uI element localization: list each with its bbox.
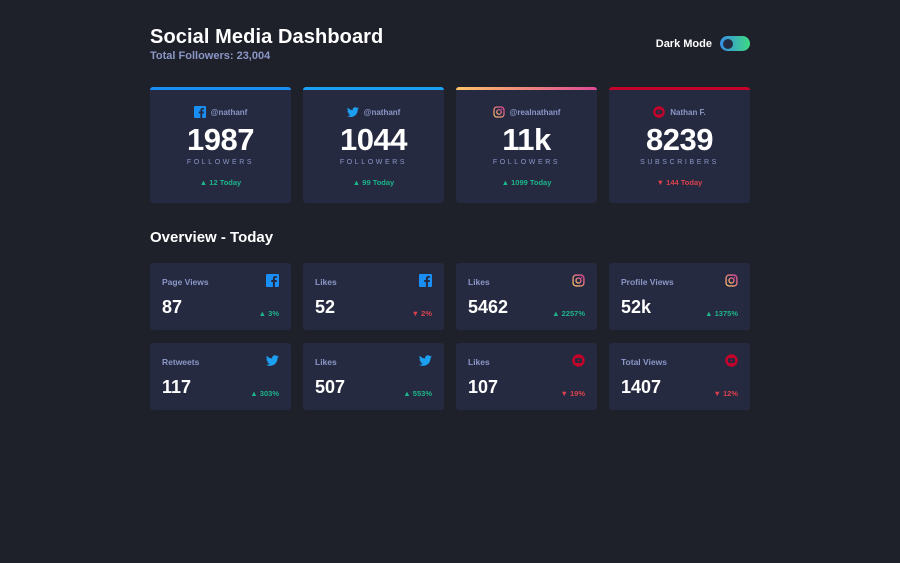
overview-card-change: ▼ 19% bbox=[560, 389, 585, 398]
overview-card-label: Likes bbox=[468, 357, 490, 367]
top-cards: @nathanf 1987 FOLLOWERS ▲ 12 Today @nath… bbox=[150, 87, 750, 203]
card-handle-text: Nathan F. bbox=[670, 107, 706, 117]
card-handle: @nathanf bbox=[150, 105, 291, 119]
instagram-icon bbox=[493, 106, 505, 118]
card-handle-text: @nathanf bbox=[363, 107, 401, 117]
youtube-icon bbox=[653, 106, 665, 118]
facebook-icon bbox=[194, 106, 206, 118]
card-handle-text: @nathanf bbox=[210, 107, 248, 117]
overview-card-change: ▲ 1375% bbox=[705, 309, 738, 318]
overview-card[interactable]: Likes 107 ▼ 19% bbox=[456, 343, 597, 410]
dashboard-page: Social Media Dashboard Total Followers: … bbox=[150, 0, 750, 563]
overview-card-value: 52 bbox=[315, 297, 336, 317]
overview-card-value: 107 bbox=[468, 377, 499, 397]
overview-card-value: 117 bbox=[162, 377, 192, 397]
follower-card-instagram[interactable]: @realnathanf 11k FOLLOWERS ▲ 1099 Today bbox=[456, 87, 597, 203]
card-count: 1987 bbox=[187, 122, 254, 157]
overview-card-value: 1407 bbox=[621, 377, 662, 397]
overview-card[interactable]: Likes 52 ▼ 2% bbox=[303, 263, 444, 330]
total-followers: Total Followers: 23,004 bbox=[150, 50, 271, 62]
card-count: 8239 bbox=[646, 122, 713, 157]
dark-mode-toggle[interactable] bbox=[720, 36, 750, 51]
card-handle: Nathan F. bbox=[609, 105, 750, 119]
header: Social Media Dashboard Total Followers: … bbox=[150, 26, 750, 66]
card-unit: FOLLOWERS bbox=[186, 159, 255, 166]
overview-card-label: Page Views bbox=[162, 277, 209, 287]
instagram-icon bbox=[725, 274, 738, 287]
card-change: ▲ 99 Today bbox=[352, 178, 395, 187]
card-change: ▲ 1099 Today bbox=[501, 178, 552, 187]
overview-card-value: 87 bbox=[162, 297, 183, 317]
overview-card-label: Retweets bbox=[162, 357, 200, 367]
card-unit: FOLLOWERS bbox=[492, 159, 561, 166]
twitter-icon bbox=[347, 106, 359, 118]
facebook-icon bbox=[419, 274, 432, 287]
overview-card-value: 507 bbox=[315, 377, 346, 397]
page-title: Social Media Dashboard bbox=[150, 26, 384, 48]
overview-card[interactable]: Page Views 87 ▲ 3% bbox=[150, 263, 291, 330]
overview-card[interactable]: Retweets 117 ▲ 303% bbox=[150, 343, 291, 410]
facebook-icon bbox=[266, 274, 279, 287]
overview-card-change: ▼ 2% bbox=[411, 309, 432, 318]
card-count: 11k bbox=[502, 122, 551, 157]
youtube-icon bbox=[572, 354, 585, 367]
overview-card-label: Likes bbox=[315, 277, 337, 287]
overview-card-change: ▼ 12% bbox=[713, 389, 738, 398]
overview-card-change: ▲ 303% bbox=[250, 389, 279, 398]
overview-card[interactable]: Likes 5462 ▲ 2257% bbox=[456, 263, 597, 330]
instagram-icon bbox=[572, 274, 585, 287]
overview-card-change: ▲ 553% bbox=[403, 389, 432, 398]
card-unit: FOLLOWERS bbox=[339, 159, 408, 166]
card-handle: @realnathanf bbox=[456, 105, 597, 119]
overview-card-label: Likes bbox=[315, 357, 337, 367]
card-accent-bar bbox=[150, 87, 291, 90]
follower-card-facebook[interactable]: @nathanf 1987 FOLLOWERS ▲ 12 Today bbox=[150, 87, 291, 203]
follower-card-twitter[interactable]: @nathanf 1044 FOLLOWERS ▲ 99 Today bbox=[303, 87, 444, 203]
card-accent-bar bbox=[456, 87, 597, 90]
card-accent-bar bbox=[609, 87, 750, 90]
card-count: 1044 bbox=[340, 122, 407, 157]
youtube-icon bbox=[725, 354, 738, 367]
twitter-icon bbox=[419, 354, 432, 367]
card-handle-text: @realnathanf bbox=[509, 107, 561, 117]
dark-mode-label: Dark Mode bbox=[655, 38, 712, 50]
overview-card[interactable]: Profile Views 52k ▲ 1375% bbox=[609, 263, 750, 330]
overview-card-change: ▲ 3% bbox=[258, 309, 279, 318]
overview-card-value: 52k bbox=[621, 297, 652, 317]
overview-card-label: Total Views bbox=[621, 357, 667, 367]
overview-card-value: 5462 bbox=[468, 297, 509, 317]
toggle-knob bbox=[723, 38, 733, 49]
overview-card[interactable]: Likes 507 ▲ 553% bbox=[303, 343, 444, 410]
overview-card-label: Profile Views bbox=[621, 277, 674, 287]
overview-card-label: Likes bbox=[468, 277, 490, 287]
overview-card-change: ▲ 2257% bbox=[552, 309, 585, 318]
twitter-icon bbox=[266, 354, 279, 367]
overview-card[interactable]: Total Views 1407 ▼ 12% bbox=[609, 343, 750, 410]
card-change: ▲ 12 Today bbox=[199, 178, 242, 187]
card-accent-bar bbox=[303, 87, 444, 90]
overview-title: Overview - Today bbox=[150, 229, 274, 246]
follower-card-youtube[interactable]: Nathan F. 8239 SUBSCRIBERS ▼ 144 Today bbox=[609, 87, 750, 203]
card-unit: SUBSCRIBERS bbox=[640, 159, 719, 166]
card-handle: @nathanf bbox=[303, 105, 444, 119]
card-change: ▼ 144 Today bbox=[656, 178, 703, 187]
